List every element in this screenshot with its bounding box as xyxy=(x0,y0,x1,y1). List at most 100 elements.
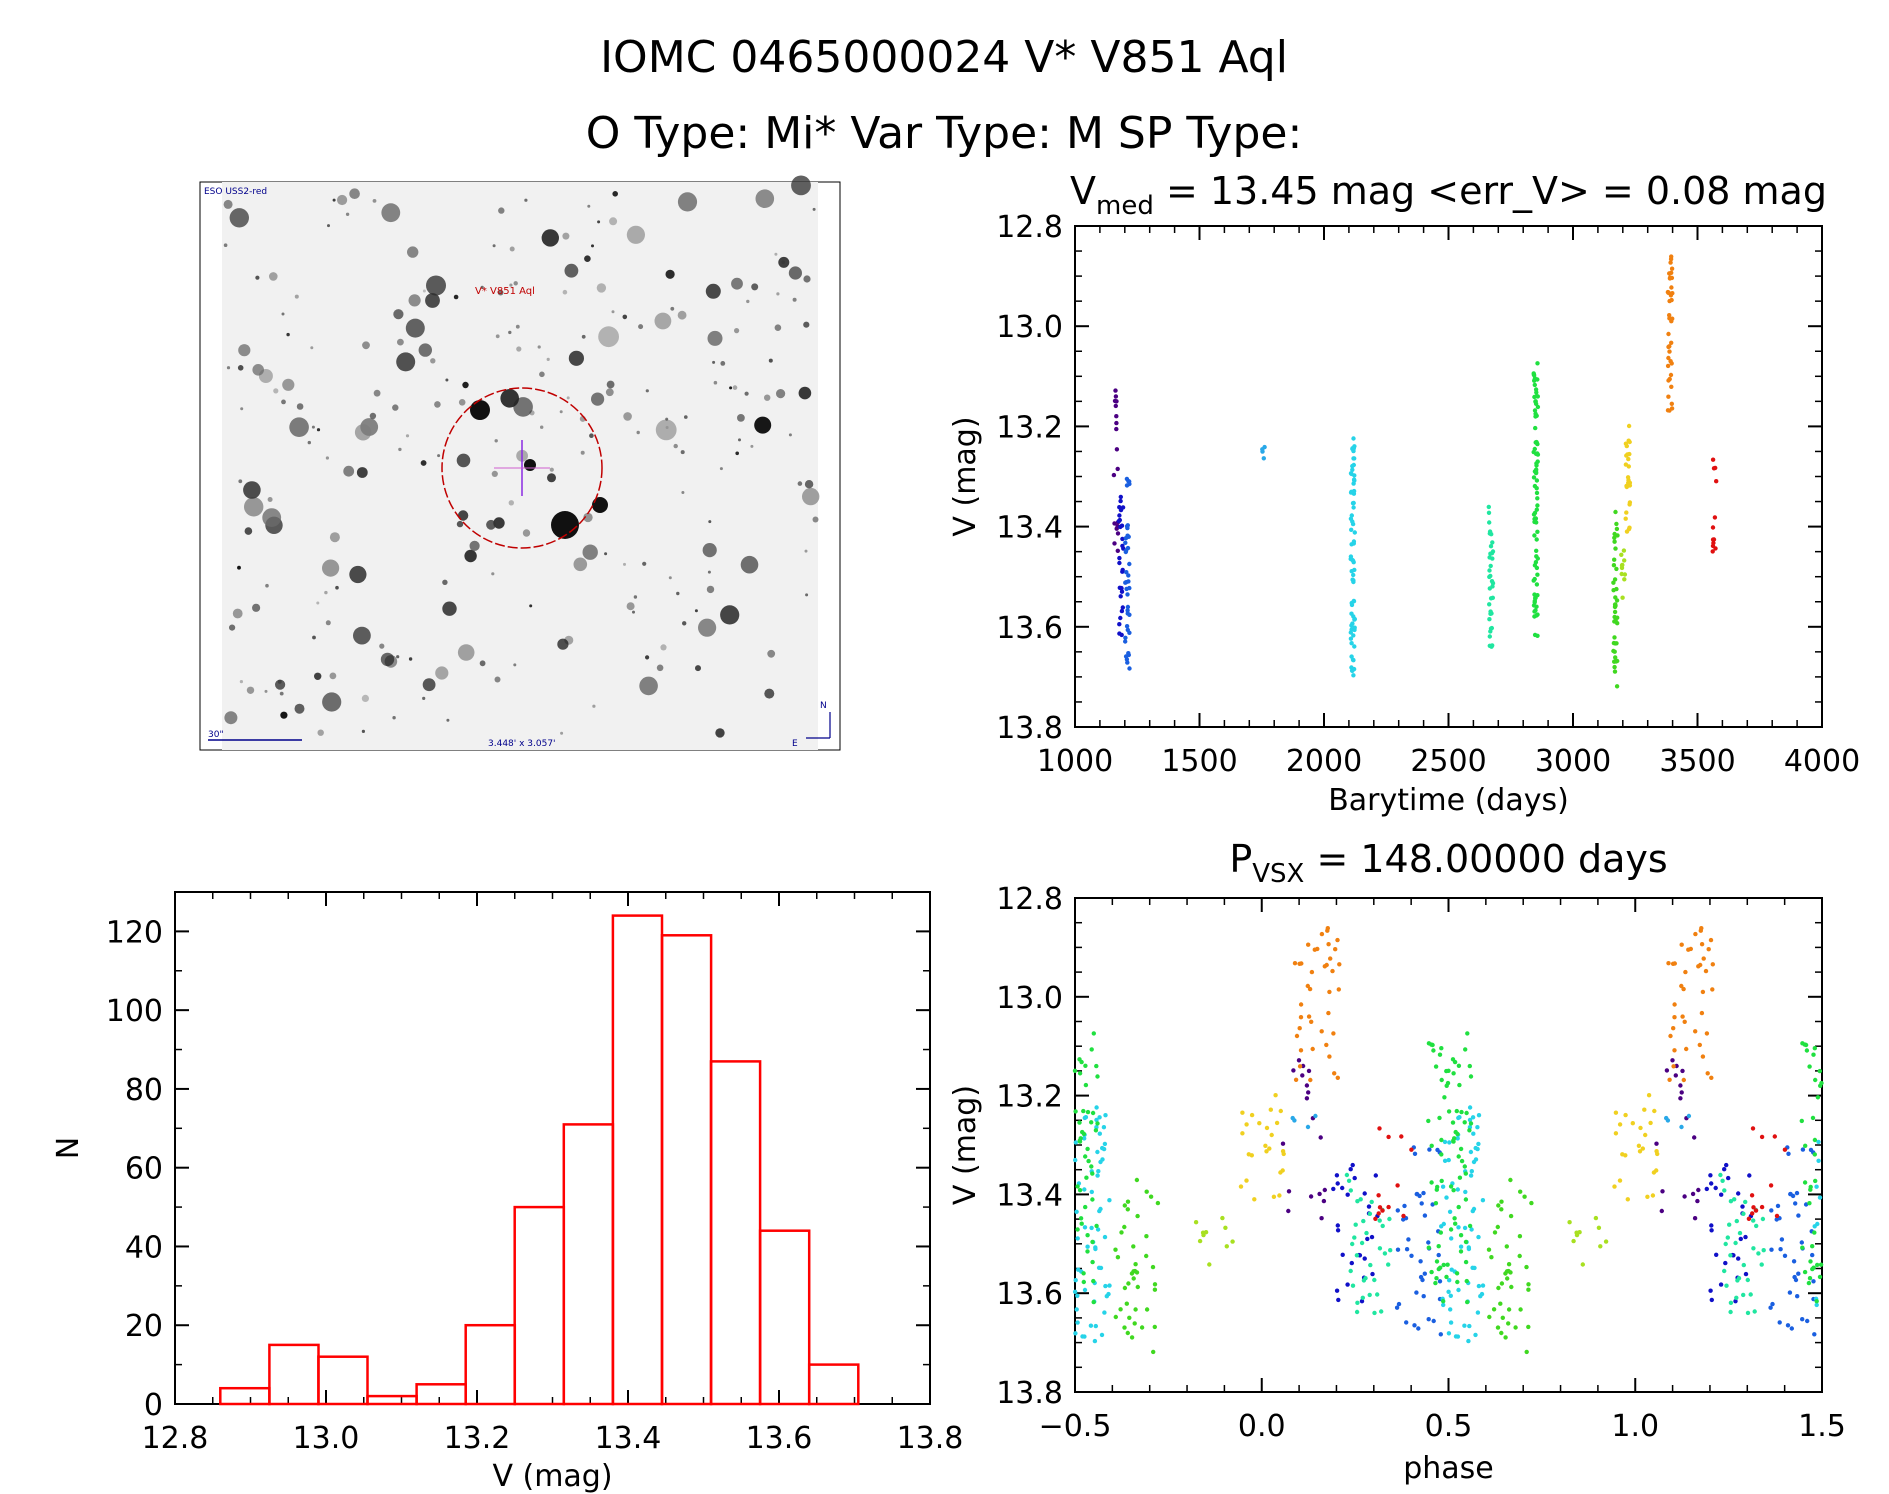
phased-point xyxy=(1079,1221,1084,1226)
sky-star xyxy=(581,334,586,339)
phased-point xyxy=(1244,1178,1249,1183)
lightcurve-point xyxy=(1626,423,1632,429)
phased-point xyxy=(1524,1349,1529,1355)
sky-star xyxy=(281,312,285,316)
sky-star xyxy=(243,481,261,499)
sky-star xyxy=(393,309,404,320)
lightcurve-point xyxy=(1534,478,1540,483)
phased-chart: −0.5 0.0 0.5 1.0 1.5 12.8 13.0 13.2 13.4 13.6 13.8… xyxy=(948,837,1846,1486)
histogram-xtick-label: 13.6 xyxy=(746,1421,813,1456)
lightcurve-point xyxy=(1532,510,1538,516)
lightcurve-xtick-label: 2000 xyxy=(1286,744,1362,779)
sky-star xyxy=(445,378,449,382)
phased-point xyxy=(1817,1195,1823,1200)
phased-point xyxy=(1335,937,1340,943)
north-label: N xyxy=(820,701,827,711)
phased-point xyxy=(1085,1233,1090,1238)
phased-point xyxy=(1444,1195,1449,1200)
lightcurve-point xyxy=(1666,378,1671,383)
lightcurve-point xyxy=(1487,617,1492,622)
phased-point xyxy=(1449,1236,1454,1241)
sky-star-bright xyxy=(470,400,490,420)
phased-point xyxy=(1457,1175,1463,1180)
phased-point xyxy=(1803,1202,1809,1207)
phased-point xyxy=(1750,1211,1755,1216)
phased-point xyxy=(1733,1299,1738,1304)
phased-point xyxy=(1135,1213,1140,1219)
phased-point xyxy=(1345,1282,1350,1287)
phased-point xyxy=(1321,1198,1327,1204)
sky-star xyxy=(591,392,605,406)
phased-point xyxy=(1315,946,1320,952)
phased-point xyxy=(1073,1278,1078,1283)
phased-point xyxy=(1359,1240,1365,1246)
sky-star xyxy=(229,624,236,631)
phased-point xyxy=(1277,1193,1282,1198)
phased-point xyxy=(1102,1234,1108,1240)
phased-point xyxy=(1613,1131,1619,1136)
histogram-ytick-label: 100 xyxy=(106,994,163,1029)
lightcurve-ytick-label: 13.8 xyxy=(996,711,1063,746)
sky-star xyxy=(623,412,632,421)
sky-star xyxy=(767,649,776,658)
lightcurve-point xyxy=(1714,479,1719,484)
sky-star xyxy=(516,346,522,352)
phased-point xyxy=(1103,1113,1108,1118)
sky-star xyxy=(453,294,459,300)
sky-star xyxy=(324,590,328,595)
phased-point xyxy=(1268,1107,1274,1112)
sky-star xyxy=(508,500,514,506)
phased-point xyxy=(1580,1262,1586,1267)
sky-star xyxy=(322,692,342,712)
lightcurve-point xyxy=(1535,572,1540,577)
lightcurve-point xyxy=(1670,291,1675,296)
phased-frame xyxy=(1074,897,1823,1393)
phased-point xyxy=(1596,1225,1602,1231)
lightcurve-point xyxy=(1352,567,1357,573)
sky-star xyxy=(707,570,711,574)
sky-star xyxy=(746,299,750,304)
sky-star xyxy=(479,660,486,667)
sky-star xyxy=(568,350,585,366)
phased-point xyxy=(1454,1271,1460,1276)
phased-ytick-label: 13.0 xyxy=(996,981,1063,1016)
sky-star xyxy=(462,381,469,389)
lightcurve-point xyxy=(1125,660,1130,665)
lightcurve-ytick-label: 13.0 xyxy=(996,310,1063,345)
phased-point xyxy=(1086,1158,1091,1164)
lightcurve-point xyxy=(1668,372,1674,378)
phased-point xyxy=(1257,1121,1262,1126)
phased-point xyxy=(1740,1204,1745,1209)
lightcurve-xlabel: Barytime (days) xyxy=(1328,783,1569,818)
sky-star xyxy=(580,450,585,455)
sky-star xyxy=(768,358,773,363)
lightcurve-point xyxy=(1120,605,1126,610)
phased-point xyxy=(1101,1125,1107,1130)
phased-point xyxy=(1468,1121,1474,1126)
phased-point xyxy=(1623,1112,1628,1118)
phased-ytick-label: 13.6 xyxy=(996,1277,1063,1312)
phased-point xyxy=(1402,1203,1407,1209)
lightcurve-point xyxy=(1349,489,1354,494)
lightcurve-xtick-label: 1500 xyxy=(1161,744,1237,779)
phased-point xyxy=(1414,1290,1419,1295)
lightcurve-point xyxy=(1349,513,1355,518)
phased-point xyxy=(1396,1301,1402,1307)
phased-point xyxy=(1446,1109,1452,1114)
phased-point xyxy=(1358,1197,1363,1202)
sky-star xyxy=(425,293,440,308)
phased-point xyxy=(1306,1068,1312,1074)
sky-star xyxy=(430,358,436,364)
phased-point xyxy=(1406,1237,1411,1242)
phased-point xyxy=(1098,1159,1103,1165)
phased-point xyxy=(1150,1264,1156,1270)
phased-point xyxy=(1623,1153,1628,1158)
phased-point xyxy=(1293,1077,1299,1083)
lightcurve-point xyxy=(1127,666,1132,671)
phased-point xyxy=(1091,1299,1096,1305)
phased-point xyxy=(1426,1317,1431,1322)
sky-star xyxy=(239,680,243,684)
sky-star xyxy=(734,328,740,334)
phased-point xyxy=(1688,946,1694,952)
lightcurve-point xyxy=(1668,260,1673,265)
